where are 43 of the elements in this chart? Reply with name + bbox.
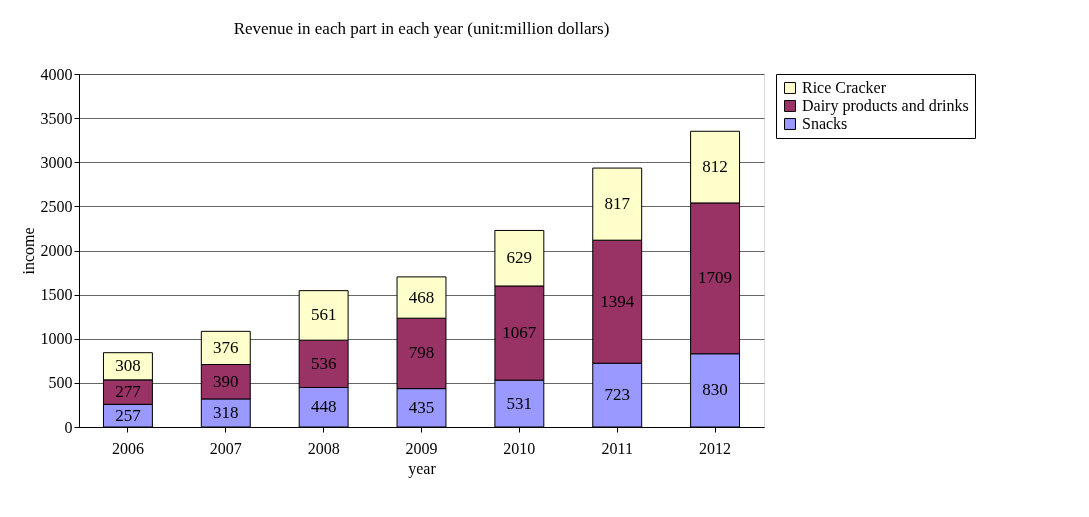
y-tick-label: 3500	[40, 109, 73, 127]
data-label: 1709	[698, 268, 733, 288]
data-label: 817	[604, 194, 631, 214]
data-label: 390	[213, 371, 239, 391]
data-label: 1067	[502, 323, 537, 343]
y-tick-label: 500	[48, 374, 73, 392]
data-label: 257	[115, 405, 142, 425]
x-tick-label: 2010	[503, 439, 536, 457]
x-tick-label: 2007	[209, 439, 242, 457]
data-label: 468	[408, 287, 435, 307]
data-label: 318	[213, 402, 239, 422]
y-tick-label: 3000	[40, 153, 73, 171]
x-tick-label: 2006	[111, 439, 144, 457]
x-tick-label: 2008	[307, 439, 340, 457]
legend-label: Rice Cracker	[802, 79, 887, 96]
data-label: 830	[702, 380, 728, 400]
x-tick-label: 2011	[601, 439, 633, 457]
data-label: 308	[115, 356, 141, 376]
y-tick-label: 4000	[40, 65, 73, 83]
y-tick-label: 2500	[40, 197, 73, 215]
y-axis-title: income	[19, 227, 37, 275]
y-tick-label: 1000	[40, 330, 73, 348]
data-label: 376	[213, 337, 239, 357]
y-tick-label: 0	[64, 418, 73, 436]
data-label: 629	[506, 248, 533, 268]
data-label: 536	[310, 353, 337, 373]
y-tick-label: 2000	[40, 242, 73, 259]
x-axis-title: year	[408, 459, 437, 478]
data-label: 812	[702, 157, 728, 177]
data-label: 798	[408, 343, 435, 363]
y-tick-label: 1500	[40, 286, 73, 304]
data-label: 448	[310, 397, 337, 417]
data-label: 531	[506, 393, 533, 413]
legend-label: Dairy products and drinks	[802, 97, 969, 115]
data-label: 435	[408, 397, 435, 417]
x-tick-label: 2009	[405, 439, 438, 457]
x-tick-label: 2012	[699, 439, 732, 457]
data-label: 1394	[600, 291, 635, 311]
data-label: 723	[604, 385, 630, 405]
legend-label: Snacks	[802, 115, 848, 132]
chart-title: Revenue in each part in each year (unit:million dollars)	[233, 19, 610, 38]
data-label: 561	[310, 305, 337, 325]
data-label: 277	[115, 382, 142, 402]
